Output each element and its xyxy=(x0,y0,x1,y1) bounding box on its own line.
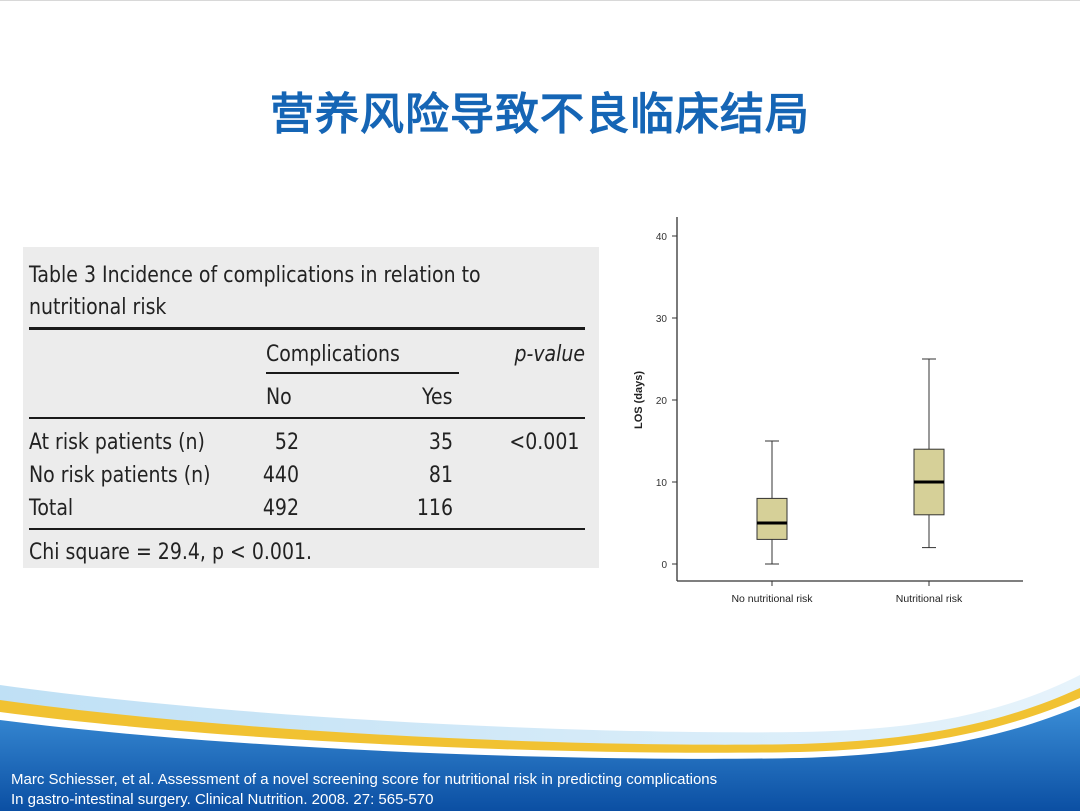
row-yes-value: 81 xyxy=(428,463,453,488)
y-axis-label: LOS (days) xyxy=(633,371,645,429)
box-iqr xyxy=(756,497,788,540)
citation: Marc Schiesser, et al. Assessment of a n… xyxy=(11,770,717,810)
citation-line1: Marc Schiesser, et al. Assessment of a n… xyxy=(11,771,718,788)
y-tick-label: 20 xyxy=(656,396,668,407)
row-label: At risk patients (n) xyxy=(29,430,205,455)
row-label: No risk patients (n) xyxy=(29,463,211,488)
complications-table: Table 3 Incidence of complications in re… xyxy=(23,247,599,568)
table-top-rule xyxy=(29,327,585,330)
y-tick-label: 30 xyxy=(656,314,668,325)
table-caption-line1: Table 3 Incidence of complications in re… xyxy=(29,263,481,288)
top-border xyxy=(0,0,1080,1)
complications-rule xyxy=(266,372,459,374)
row-p-value: <0.001 xyxy=(508,430,579,455)
los-boxplot: 0 10 20 30 40 No nutritional risk Nutritional … xyxy=(633,217,1023,605)
table-footnote: Chi square = 29.4, p < 0.001. xyxy=(29,540,313,565)
header-bottom-rule xyxy=(29,417,585,419)
row-no-value: 492 xyxy=(262,496,299,521)
row-no-value: 52 xyxy=(274,430,299,455)
x-tick-label: No nutritional risk xyxy=(731,593,813,605)
table-caption-line2: nutritional risk xyxy=(29,295,167,320)
y-tick-label: 10 xyxy=(656,478,668,489)
pvalue-header: p-value xyxy=(514,342,585,367)
col-header-no: No xyxy=(266,385,292,410)
row-yes-value: 35 xyxy=(428,430,453,455)
y-tick-label: 0 xyxy=(661,560,667,571)
citation-line2: In gastro-intestinal surgery. Clinical N… xyxy=(11,791,434,808)
x-tick-label: Nutritional risk xyxy=(896,593,963,605)
row-no-value: 440 xyxy=(262,463,299,488)
row-yes-value: 116 xyxy=(416,496,453,521)
complications-header: Complications xyxy=(266,342,400,367)
footer-banner xyxy=(0,675,1080,811)
table-bottom-rule xyxy=(29,528,585,530)
row-label: Total xyxy=(29,496,74,521)
col-header-yes: Yes xyxy=(422,385,453,410)
slide-title: 营养风险导致不良临床结局 xyxy=(270,89,810,140)
y-tick-label: 40 xyxy=(656,232,668,243)
chart-layer: 0 10 20 30 40 No nutritional risk Nutritional … xyxy=(656,217,1023,605)
